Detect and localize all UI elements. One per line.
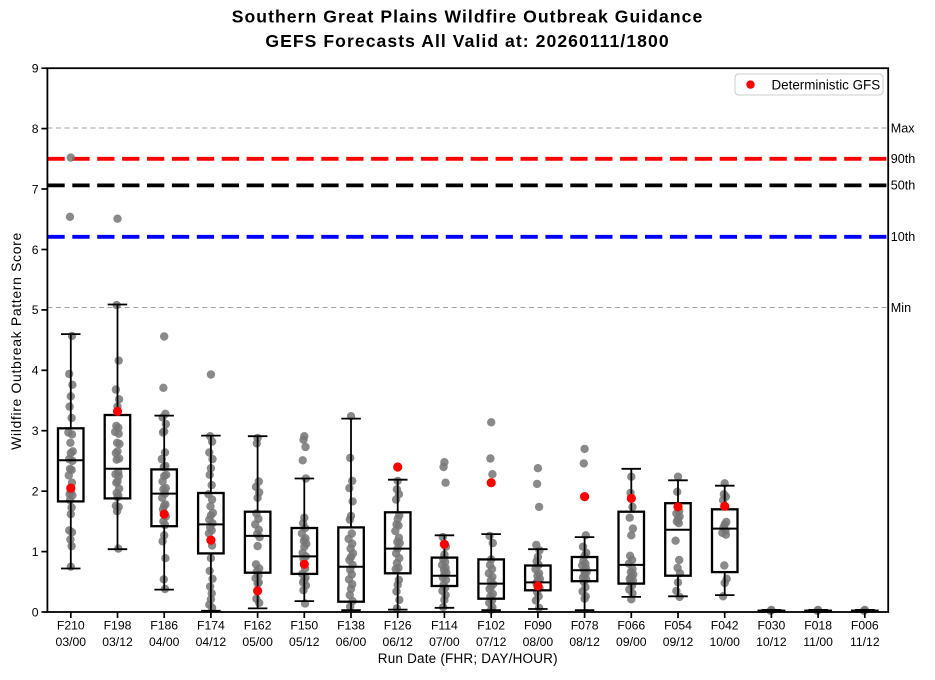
svg-text:05/00: 05/00 <box>242 635 273 649</box>
svg-text:06/00: 06/00 <box>336 635 367 649</box>
svg-text:F114: F114 <box>431 619 458 633</box>
svg-text:03/00: 03/00 <box>56 635 87 649</box>
svg-text:3: 3 <box>32 424 39 438</box>
svg-text:04/00: 04/00 <box>149 635 180 649</box>
svg-text:50th: 50th <box>891 179 916 193</box>
svg-text:GEFS Forecasts All Valid at: 2: GEFS Forecasts All Valid at: 20260111/18… <box>265 31 669 51</box>
svg-text:F078: F078 <box>571 619 599 633</box>
svg-text:F162: F162 <box>244 619 272 633</box>
svg-text:2: 2 <box>32 485 39 499</box>
svg-text:F090: F090 <box>524 619 552 633</box>
svg-text:05/12: 05/12 <box>289 635 320 649</box>
svg-text:9: 9 <box>32 62 39 76</box>
svg-text:F066: F066 <box>617 619 645 633</box>
svg-text:03/12: 03/12 <box>102 635 133 649</box>
svg-text:6: 6 <box>32 243 39 257</box>
svg-text:07/12: 07/12 <box>476 635 507 649</box>
svg-text:Deterministic GFS: Deterministic GFS <box>772 77 881 92</box>
svg-text:0: 0 <box>32 605 39 619</box>
svg-text:F198: F198 <box>104 619 132 633</box>
svg-text:09/00: 09/00 <box>616 635 647 649</box>
svg-text:4: 4 <box>32 364 39 378</box>
svg-text:09/12: 09/12 <box>663 635 694 649</box>
svg-text:Southern Great Plains Wildfire: Southern Great Plains Wildfire Outbreak … <box>232 7 704 27</box>
svg-text:F102: F102 <box>477 619 505 633</box>
svg-text:90th: 90th <box>891 152 916 166</box>
svg-text:Max: Max <box>891 121 915 135</box>
svg-text:F210: F210 <box>57 619 85 633</box>
svg-text:08/00: 08/00 <box>523 635 554 649</box>
svg-text:F030: F030 <box>758 619 786 633</box>
svg-text:F018: F018 <box>804 619 832 633</box>
svg-text:Min: Min <box>891 301 911 315</box>
svg-text:07/00: 07/00 <box>429 635 460 649</box>
svg-text:F174: F174 <box>197 619 225 633</box>
svg-text:Wildfire Outbreak Pattern Scor: Wildfire Outbreak Pattern Score <box>8 232 24 450</box>
svg-text:F138: F138 <box>337 619 365 633</box>
svg-text:1: 1 <box>32 545 39 559</box>
svg-text:F126: F126 <box>384 619 412 633</box>
svg-text:10th: 10th <box>891 230 916 244</box>
svg-text:11/00: 11/00 <box>803 635 833 649</box>
svg-text:7: 7 <box>32 182 39 196</box>
svg-text:F186: F186 <box>150 619 178 633</box>
svg-text:F054: F054 <box>664 619 692 633</box>
svg-text:F150: F150 <box>290 619 318 633</box>
svg-text:04/12: 04/12 <box>196 635 227 649</box>
svg-text:F006: F006 <box>851 619 879 633</box>
svg-text:Run Date (FHR; DAY/HOUR): Run Date (FHR; DAY/HOUR) <box>378 651 558 666</box>
svg-text:5: 5 <box>32 303 39 317</box>
svg-text:08/12: 08/12 <box>569 635 600 649</box>
svg-text:11/12: 11/12 <box>850 635 880 649</box>
svg-text:F042: F042 <box>711 619 739 633</box>
svg-text:10/00: 10/00 <box>709 635 740 649</box>
svg-text:10/12: 10/12 <box>756 635 787 649</box>
svg-text:06/12: 06/12 <box>382 635 413 649</box>
svg-text:8: 8 <box>32 122 39 136</box>
